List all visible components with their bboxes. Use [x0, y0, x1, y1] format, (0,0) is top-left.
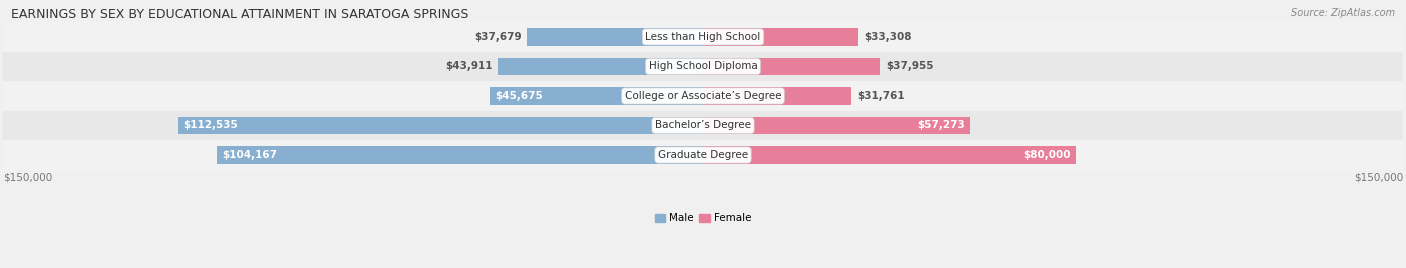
- Text: $150,000: $150,000: [3, 172, 52, 182]
- Text: $57,273: $57,273: [917, 121, 965, 131]
- Legend: Male, Female: Male, Female: [651, 209, 755, 228]
- Bar: [498, 58, 703, 75]
- Text: $33,308: $33,308: [865, 32, 911, 42]
- Text: Graduate Degree: Graduate Degree: [658, 150, 748, 160]
- Text: EARNINGS BY SEX BY EDUCATIONAL ATTAINMENT IN SARATOGA SPRINGS: EARNINGS BY SEX BY EDUCATIONAL ATTAINMEN…: [11, 8, 468, 21]
- Bar: [703, 146, 1077, 164]
- Bar: [703, 87, 851, 105]
- Text: College or Associate’s Degree: College or Associate’s Degree: [624, 91, 782, 101]
- Text: $150,000: $150,000: [1354, 172, 1403, 182]
- Bar: [3, 140, 1403, 170]
- Bar: [489, 87, 703, 105]
- Bar: [3, 22, 1403, 52]
- Bar: [217, 146, 703, 164]
- Bar: [527, 28, 703, 46]
- Text: $43,911: $43,911: [444, 61, 492, 71]
- Bar: [703, 28, 859, 46]
- Text: Source: ZipAtlas.com: Source: ZipAtlas.com: [1291, 8, 1395, 18]
- Text: $112,535: $112,535: [183, 121, 238, 131]
- Text: Bachelor’s Degree: Bachelor’s Degree: [655, 121, 751, 131]
- Bar: [177, 117, 703, 134]
- Bar: [703, 58, 880, 75]
- Bar: [3, 81, 1403, 111]
- Text: $37,679: $37,679: [474, 32, 522, 42]
- Bar: [703, 117, 970, 134]
- Text: $37,955: $37,955: [886, 61, 934, 71]
- Bar: [3, 111, 1403, 140]
- Text: $31,761: $31,761: [856, 91, 904, 101]
- Text: $45,675: $45,675: [495, 91, 543, 101]
- Text: Less than High School: Less than High School: [645, 32, 761, 42]
- Text: $104,167: $104,167: [222, 150, 277, 160]
- Text: High School Diploma: High School Diploma: [648, 61, 758, 71]
- Text: $80,000: $80,000: [1024, 150, 1071, 160]
- Bar: [3, 52, 1403, 81]
